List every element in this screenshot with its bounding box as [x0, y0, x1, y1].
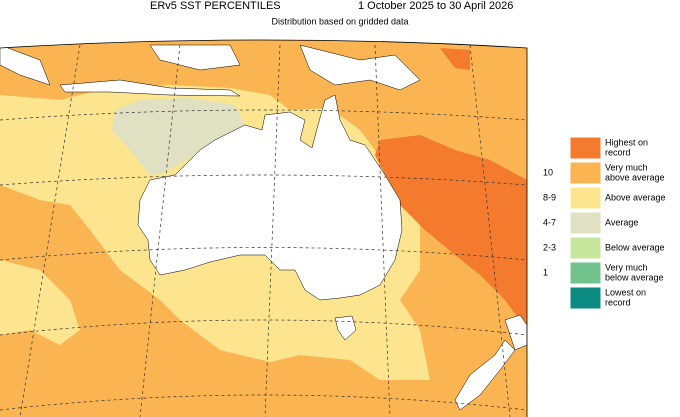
legend-label: record: [605, 297, 631, 307]
subtitle: Distribution based on gridded data: [271, 16, 408, 26]
legend-label: record: [605, 147, 631, 157]
legend-swatch: [569, 186, 602, 210]
legend-decile: 1: [543, 267, 548, 277]
legend-label: above average: [605, 172, 665, 182]
legend-swatch: [569, 286, 602, 310]
legend-label: Very much: [605, 262, 648, 272]
title: ERv5 SST PERCENTILES: [150, 0, 281, 12]
legend-label: below average: [605, 272, 664, 282]
legend-label: Above average: [605, 192, 666, 202]
legend-swatch: [569, 161, 602, 185]
period: 1 October 2025 to 30 April 2026: [358, 0, 513, 12]
legend-swatch: [569, 261, 602, 285]
legend-swatch: [569, 236, 602, 260]
legend-swatch: [569, 136, 602, 160]
legend-swatch: [569, 211, 602, 235]
legend-label: Highest on: [605, 137, 648, 147]
legend-decile: 10: [543, 167, 553, 177]
legend-decile: 8-9: [543, 192, 556, 202]
legend-decile: 2-3: [543, 242, 556, 252]
legend-label: Average: [605, 217, 638, 227]
legend-label: Lowest on: [605, 287, 646, 297]
legend-label: Very much: [605, 162, 648, 172]
legend-label: Below average: [605, 242, 665, 252]
legend-decile: 4-7: [543, 217, 556, 227]
map: [0, 39, 528, 417]
